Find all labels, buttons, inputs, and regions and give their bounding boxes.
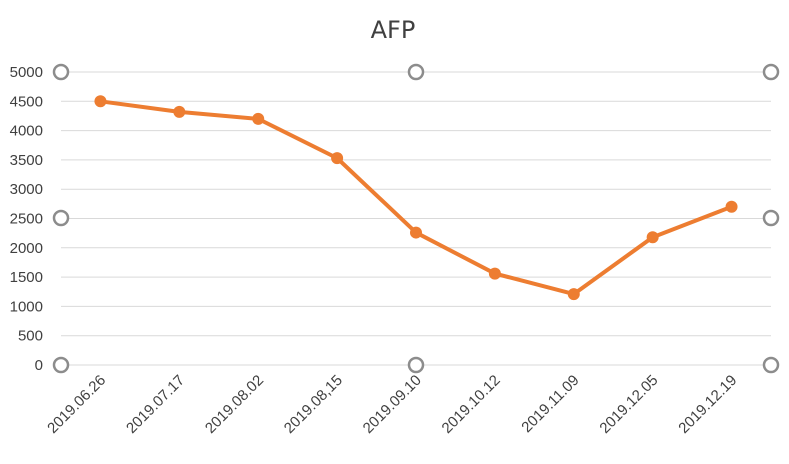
y-tick-label: 3000	[10, 181, 43, 198]
selection-handles[interactable]	[52, 63, 780, 374]
x-tick-label: 2019.08.02	[202, 372, 267, 437]
data-point[interactable]	[646, 231, 659, 244]
data-point[interactable]	[331, 152, 344, 165]
resize-handle[interactable]	[762, 356, 780, 374]
y-tick-label: 5000	[10, 64, 43, 81]
data-point[interactable]	[567, 288, 580, 301]
resize-handle[interactable]	[407, 356, 425, 374]
x-axis-tick-labels: 2019.06.26 2019.07.17 2019.08.02 2019.08,15…	[44, 372, 740, 437]
y-axis-tick-labels: 0 500 1000 1500 2000 2500 3000 3500 4000 4500 5000	[10, 64, 43, 374]
resize-handle[interactable]	[52, 209, 70, 227]
gridlines	[61, 71, 771, 366]
y-tick-label: 2500	[10, 211, 43, 228]
x-tick-label: 2019.11.09	[518, 372, 582, 436]
resize-handle[interactable]	[52, 356, 70, 374]
y-tick-label: 1000	[10, 298, 43, 315]
y-tick-label: 2000	[10, 240, 43, 257]
y-tick-label: 4500	[10, 93, 43, 110]
x-tick-label: 2019.10.12	[439, 372, 504, 437]
data-point[interactable]	[410, 226, 422, 239]
resize-handle[interactable]	[762, 209, 780, 227]
x-tick-label: 2019.09.10	[360, 372, 425, 437]
data-series[interactable]	[94, 95, 738, 301]
chart-title[interactable]: AFP	[371, 16, 416, 44]
y-tick-label: 500	[18, 328, 43, 345]
y-tick-label: 1500	[10, 269, 43, 286]
y-tick-label: 4000	[10, 123, 43, 140]
y-tick-label: 3500	[10, 152, 43, 169]
y-tick-label: 0	[35, 357, 43, 374]
x-tick-label: 2019.12.05	[596, 372, 661, 437]
data-point[interactable]	[173, 105, 186, 118]
resize-handle[interactable]	[407, 63, 425, 81]
x-tick-label: 2019.07.17	[123, 372, 188, 437]
x-tick-label: 2019.12.19	[675, 372, 740, 437]
resize-handle[interactable]	[762, 63, 780, 81]
x-tick-label: 2019.06.26	[44, 372, 109, 437]
data-point[interactable]	[252, 112, 265, 125]
x-tick-label: 2019.08,15	[281, 372, 346, 437]
resize-handle[interactable]	[52, 63, 70, 81]
data-point[interactable]	[725, 200, 738, 213]
data-point[interactable]	[94, 95, 107, 108]
data-point[interactable]	[488, 267, 501, 280]
